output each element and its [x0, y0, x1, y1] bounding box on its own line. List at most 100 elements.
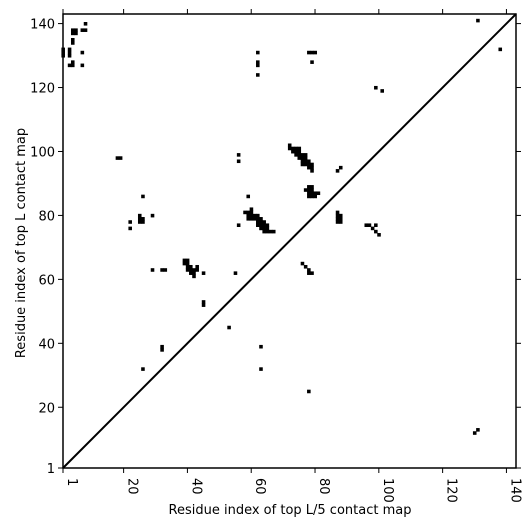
contact-cell-upper [287, 146, 292, 151]
contact-cell-upper [300, 162, 305, 167]
contact-cell-upper [303, 159, 308, 164]
contact-cell-upper [256, 73, 260, 77]
contact-cell-lower [307, 268, 311, 272]
contact-cell-lower [141, 367, 145, 371]
x-axis-label: Residue index of top L/5 contact map [169, 503, 412, 518]
contact-cell-upper [307, 191, 311, 196]
contact-cell-upper [335, 169, 340, 173]
contact-cell-lower [307, 271, 311, 275]
contact-cell-upper [310, 165, 314, 170]
contact-cell-upper [67, 47, 72, 52]
contact-cell-upper [185, 268, 190, 272]
contact-cell-upper [307, 165, 311, 170]
contact-cell-upper [297, 156, 302, 160]
y-tick-label: 1 [47, 462, 55, 477]
contact-cell-lower [335, 217, 340, 221]
contact-cell-lower [150, 268, 155, 272]
contact-cell-upper [271, 229, 276, 234]
contact-cell-upper [252, 217, 257, 221]
contact-cell-upper [201, 300, 206, 304]
contact-cell-upper [246, 213, 251, 218]
contact-cell-upper [70, 60, 75, 64]
contact-cell-upper [256, 50, 260, 55]
x-tick-label: 140 [507, 478, 522, 503]
contact-cell-upper [262, 223, 266, 228]
contact-cell-upper [297, 149, 302, 154]
x-tick-label: 80 [316, 478, 331, 495]
y-tick-label: 120 [30, 82, 55, 97]
contact-cell-upper [137, 213, 142, 218]
contact-cell-upper [476, 18, 480, 23]
contact-cell-lower [338, 213, 343, 218]
contact-cell-lower [233, 271, 238, 275]
contact-cell-upper [137, 217, 142, 221]
contact-cell-upper [80, 50, 85, 55]
contact-cell-upper [67, 63, 72, 68]
contact-cell-upper [246, 194, 251, 199]
contact-cell-lower [367, 223, 372, 228]
contact-cell-lower [307, 389, 311, 394]
contact-cell-upper [307, 159, 311, 164]
contact-cell-lower [472, 431, 477, 435]
contact-cell-upper [310, 194, 314, 199]
contact-cell-upper [128, 226, 132, 231]
contact-cell-upper [291, 146, 295, 151]
contact-cell-upper [310, 185, 314, 189]
x-axis-ticks: 1 20 40 60 80 100 120 140 [62, 9, 522, 503]
contact-cell-upper [185, 261, 190, 266]
contact-cell-upper [246, 210, 251, 215]
contact-cell-upper [182, 258, 187, 263]
contact-cell-upper [310, 191, 314, 196]
contact-cell-upper [268, 229, 273, 234]
contact-cell-lower [303, 264, 308, 269]
contact-cell-upper [236, 223, 241, 228]
contact-cell-lower [259, 367, 263, 371]
contact-cell-upper [115, 156, 120, 160]
y-tick-label: 140 [30, 18, 55, 33]
contact-cell-upper [201, 303, 206, 307]
plot-frame [62, 13, 517, 469]
contact-cell-upper [380, 89, 384, 93]
contact-cell-upper [185, 264, 190, 269]
contact-cell-lower [335, 213, 340, 218]
contact-cell-upper [262, 226, 266, 231]
contact-cell-upper [256, 220, 260, 224]
contact-cell-upper [141, 194, 145, 199]
y-tick-label: 60 [38, 273, 55, 288]
contact-cell-upper [310, 50, 314, 55]
contact-cell-upper [297, 146, 302, 151]
contact-cell-lower [300, 261, 305, 266]
contact-cells-layer [61, 18, 503, 435]
contact-cell-lower [476, 428, 480, 432]
contact-cell-upper [307, 188, 311, 192]
contact-cell-upper [189, 271, 193, 275]
contact-cell-lower [259, 344, 263, 349]
contact-cell-lower [338, 220, 343, 224]
contact-cell-upper [249, 207, 254, 212]
y-tick-label: 20 [38, 401, 55, 416]
contact-cell-upper [256, 217, 260, 221]
x-tick-label: 60 [252, 478, 267, 495]
contact-cell-upper [300, 156, 305, 160]
contact-cell-upper [303, 162, 308, 167]
contact-cell-upper [249, 210, 254, 215]
contact-cell-upper [265, 226, 270, 231]
contact-cell-upper [313, 194, 318, 199]
contact-cell-upper [303, 188, 308, 192]
x-tick-label: 1 [64, 478, 79, 486]
y-tick-label: 40 [38, 337, 55, 352]
contact-cell-upper [67, 53, 72, 58]
contact-cell-upper [265, 229, 270, 234]
contact-cell-upper [307, 162, 311, 167]
contact-cell-upper [160, 348, 164, 352]
contact-cell-upper [307, 194, 311, 199]
contact-cell-upper [300, 153, 305, 157]
contact-cell-upper [262, 229, 266, 234]
contact-cell-upper [259, 223, 263, 228]
contact-cell-upper [316, 191, 321, 196]
contact-cell-upper [70, 31, 75, 36]
contact-cell-upper [74, 31, 78, 36]
contact-cell-upper [160, 344, 164, 349]
contact-cell-upper [294, 149, 298, 154]
